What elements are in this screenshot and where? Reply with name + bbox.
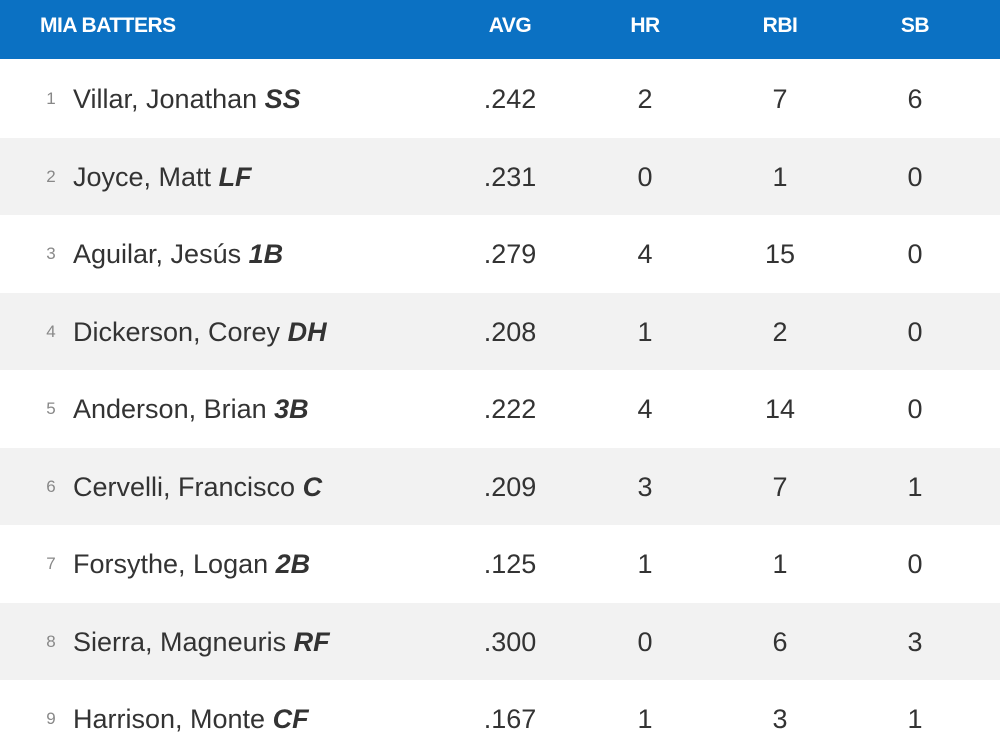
- player-cell: Sierra, Magneuris RF: [73, 603, 330, 681]
- stat-avg: .300: [483, 626, 537, 657]
- column-header: RBI: [762, 14, 798, 37]
- player-position: 1B: [248, 239, 284, 269]
- stat-avg: .209: [483, 471, 537, 502]
- player-row: 3 Aguilar, Jesús 1B .279 4 15 0: [0, 215, 1000, 293]
- batting-order: 7: [46, 554, 56, 573]
- player-name: Joyce, Matt: [73, 161, 212, 192]
- player-name: Cervelli, Francisco: [73, 471, 296, 502]
- player-position: DH: [287, 316, 327, 347]
- batting-order: 3: [46, 244, 56, 263]
- player-row: 4 Dickerson, Corey DH .208 1 2 0: [0, 292, 1000, 371]
- stat-avg: .125: [483, 549, 537, 579]
- stat-avg: .208: [483, 316, 537, 347]
- player-name: Harrison, Monte: [73, 704, 266, 734]
- player-row: 9 Harrison, Monte CF .167 1 3 1: [0, 680, 1000, 755]
- player-position: CF: [272, 704, 309, 734]
- stat-rbi: 1: [772, 549, 788, 579]
- stat-rbi: 2: [772, 316, 788, 347]
- player-position: C: [302, 471, 323, 502]
- player-row: 5 Anderson, Brian 3B .222 4 14 0: [0, 370, 1000, 448]
- batting-order: 5: [46, 399, 56, 418]
- stat-sb: 1: [907, 704, 923, 734]
- player-position: RF: [293, 626, 330, 657]
- stat-avg: .279: [483, 239, 537, 269]
- player-cell: Cervelli, Francisco C: [73, 448, 322, 526]
- batting-order: 9: [46, 709, 56, 728]
- stat-sb: 0: [907, 316, 923, 347]
- player-position: 3B: [274, 394, 309, 424]
- stat-rbi: 7: [772, 471, 788, 502]
- stat-sb: 6: [907, 84, 923, 114]
- player-row: 1 Villar, Jonathan SS .242 2 7 6: [0, 60, 1000, 138]
- stat-hr: 3: [637, 471, 653, 502]
- stat-hr: 4: [637, 239, 653, 269]
- batting-order: 2: [46, 166, 56, 186]
- player-name: Villar, Jonathan: [73, 84, 258, 114]
- player-name: Aguilar, Jesús: [73, 239, 242, 269]
- player-name: Sierra, Magneuris: [73, 626, 287, 657]
- stat-hr: 4: [637, 394, 653, 424]
- stat-avg: .222: [483, 394, 537, 424]
- stat-avg: .167: [483, 704, 537, 734]
- column-header: HR: [630, 14, 660, 37]
- stat-sb: 0: [907, 549, 923, 579]
- stat-hr: 1: [637, 704, 653, 734]
- player-cell: Aguilar, Jesús 1B: [73, 215, 283, 293]
- stat-hr: 0: [637, 161, 653, 192]
- player-row: 6 Cervelli, Francisco C .209 3 7 1: [0, 447, 1000, 526]
- player-cell: Forsythe, Logan 2B: [73, 525, 310, 603]
- stat-sb: 0: [907, 394, 923, 424]
- stat-rbi: 3: [772, 704, 788, 734]
- stat-hr: 1: [637, 316, 653, 347]
- player-name: Dickerson, Corey: [73, 316, 281, 347]
- player-position: SS: [264, 84, 301, 114]
- stat-rbi: 14: [764, 394, 796, 424]
- player-name: Forsythe, Logan: [73, 549, 269, 579]
- player-cell: Dickerson, Corey DH: [73, 293, 327, 371]
- column-header: AVG: [488, 14, 532, 37]
- stat-rbi: 1: [772, 161, 788, 192]
- batting-order: 8: [46, 631, 56, 651]
- stat-rbi: 15: [764, 239, 796, 269]
- column-header: MIA BATTERS: [40, 14, 176, 37]
- player-row: 2 Joyce, Matt LF .231 0 1 0: [0, 137, 1000, 216]
- player-cell: Anderson, Brian 3B: [73, 370, 309, 448]
- player-cell: Villar, Jonathan SS: [73, 60, 301, 138]
- player-cell: Harrison, Monte CF: [73, 680, 309, 755]
- stat-sb: 0: [907, 161, 923, 192]
- stat-rbi: 7: [772, 84, 788, 114]
- player-position: LF: [218, 161, 252, 192]
- column-header: SB: [900, 14, 930, 37]
- stat-avg: .231: [483, 161, 537, 192]
- batting-order: 4: [46, 321, 56, 341]
- player-row: 8 Sierra, Magneuris RF .300 0 6 3: [0, 602, 1000, 681]
- stat-hr: 1: [637, 549, 653, 579]
- batting-order: 1: [46, 89, 56, 108]
- batting-order: 6: [46, 476, 56, 496]
- stat-sb: 1: [907, 471, 923, 502]
- stat-sb: 0: [907, 239, 923, 269]
- stat-rbi: 6: [772, 626, 788, 657]
- stat-sb: 3: [907, 626, 923, 657]
- stat-hr: 0: [637, 626, 653, 657]
- player-row: 7 Forsythe, Logan 2B .125 1 1 0: [0, 525, 1000, 603]
- table-header: MIA BATTERS AVG HR RBI SB: [0, 0, 1000, 59]
- stat-hr: 2: [637, 84, 653, 114]
- player-position: 2B: [275, 549, 311, 579]
- player-name: Anderson, Brian: [73, 394, 267, 424]
- stat-avg: .242: [483, 84, 537, 114]
- player-cell: Joyce, Matt LF: [73, 138, 252, 216]
